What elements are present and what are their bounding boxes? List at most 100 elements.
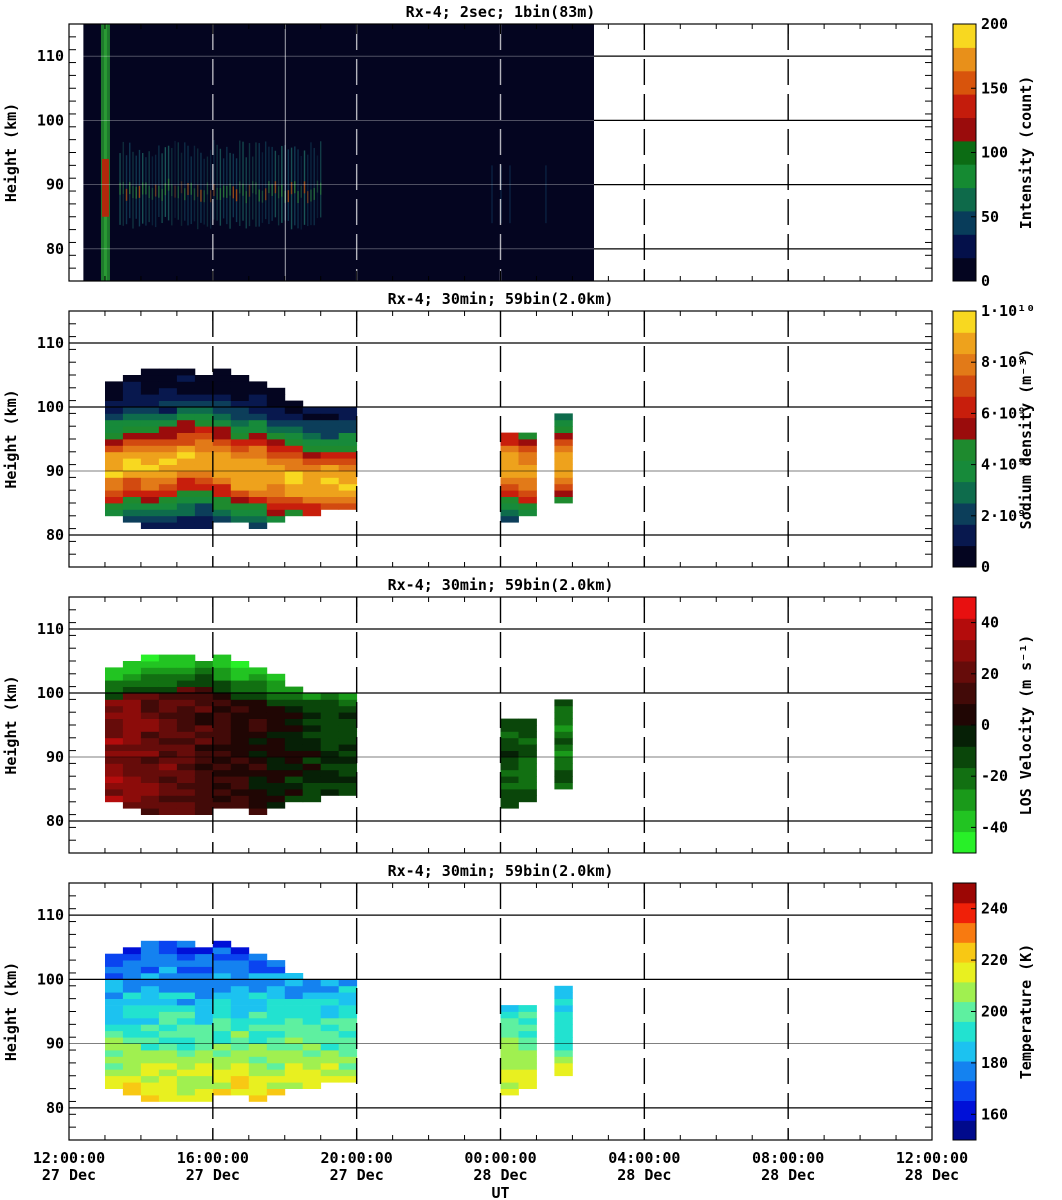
velocity-cell [284, 789, 304, 796]
signal-streak-peak [206, 182, 209, 195]
temperature-cell [554, 1011, 573, 1019]
signal-streak-peak [213, 183, 215, 196]
velocity-cell [338, 725, 358, 732]
density-cell [338, 490, 358, 497]
density-cell [302, 483, 322, 491]
velocity-cell [500, 757, 519, 764]
temperature-cell [194, 1069, 214, 1077]
data-gap-line [284, 24, 286, 281]
temperature-cell [248, 1011, 268, 1019]
colorbar-swatch [953, 503, 976, 525]
temperature-cell [320, 998, 340, 1006]
temperature-cell [158, 1005, 178, 1012]
density-cell [230, 407, 250, 414]
density-cell [518, 445, 537, 453]
temperature-cell [230, 1075, 250, 1083]
density-cell [500, 477, 519, 485]
density-cell [230, 490, 250, 497]
velocity-cell [176, 782, 196, 790]
velocity-cell [320, 757, 340, 764]
velocity-cell [105, 737, 124, 745]
velocity-cell [302, 782, 322, 790]
signal-streak [164, 147, 167, 217]
temperature-cell [320, 1062, 340, 1070]
velocity-cell [158, 661, 178, 668]
density-cell [284, 496, 304, 504]
velocity-cell [105, 744, 124, 751]
density-cell [500, 439, 519, 446]
colorbar-tick-label: 220 [981, 951, 1008, 969]
density-cell [105, 503, 124, 510]
temperature-cell [284, 1024, 304, 1032]
density-cell [284, 483, 304, 491]
temperature-cell [302, 1069, 322, 1077]
temperature-cell [320, 1024, 340, 1032]
velocity-cell [284, 769, 304, 777]
velocity-cell [266, 712, 286, 719]
density-cell [230, 451, 250, 459]
density-cell [230, 464, 250, 472]
colorbar-swatch [953, 981, 976, 1003]
temperature-cell [320, 1069, 340, 1077]
density-cell [122, 432, 142, 440]
temperature-cell [302, 1024, 322, 1032]
velocity-cell [140, 686, 160, 694]
temperature-cell [266, 1050, 286, 1057]
velocity-cell [248, 776, 268, 783]
density-cell [320, 439, 340, 446]
signal-streak-peak [187, 183, 189, 196]
temperature-cell [230, 998, 250, 1006]
temperature-cell [518, 1050, 537, 1057]
density-cell [212, 483, 232, 491]
density-cell [320, 407, 340, 414]
signal-streak [184, 142, 186, 221]
colorbar-swatch [953, 618, 976, 641]
density-cell [176, 439, 196, 446]
density-cell [338, 439, 358, 446]
velocity-cell [338, 776, 358, 783]
density-cell [518, 464, 537, 472]
density-cell [302, 490, 322, 497]
velocity-cell [194, 801, 214, 809]
temperature-cell [140, 1050, 160, 1057]
density-cell [105, 419, 124, 427]
density-cell [176, 483, 196, 491]
velocity-cell [194, 693, 214, 700]
x-tick-label-date: 28 Dec [761, 1166, 815, 1184]
temperature-cell [176, 953, 196, 961]
signal-streak [161, 153, 163, 224]
velocity-cell [230, 680, 250, 687]
temperature-cell [176, 1095, 196, 1102]
velocity-cell [518, 744, 537, 751]
velocity-cell [176, 795, 196, 803]
velocity-cell [284, 744, 304, 751]
velocity-cell [194, 782, 214, 790]
velocity-cell [140, 693, 160, 700]
velocity-cell [122, 673, 142, 681]
density-cell [122, 413, 142, 421]
colorbar-tick-label: 0 [981, 716, 990, 734]
y-tick-label: 100 [37, 684, 64, 702]
density-cell [320, 432, 340, 440]
temperature-cell [194, 973, 214, 980]
temperature-cell [248, 1062, 268, 1070]
velocity-cell [500, 776, 519, 783]
density-cell [518, 432, 537, 440]
density-cell [140, 445, 160, 453]
velocity-cell [284, 737, 304, 745]
temperature-cell [158, 1017, 178, 1025]
density-cell [140, 387, 160, 395]
temperature-cell [158, 953, 178, 961]
density-cell [176, 381, 196, 389]
temperature-cell [212, 979, 232, 987]
density-cell [248, 522, 268, 529]
signal-streak [545, 165, 547, 224]
signal-streak-peak [252, 181, 254, 194]
velocity-cell [230, 737, 250, 745]
velocity-cell [248, 763, 268, 771]
velocity-cell [140, 654, 160, 662]
signal-streak-peak [294, 181, 296, 194]
density-cell [518, 477, 537, 485]
density-cell [554, 464, 573, 472]
temperature-cell [105, 960, 124, 967]
